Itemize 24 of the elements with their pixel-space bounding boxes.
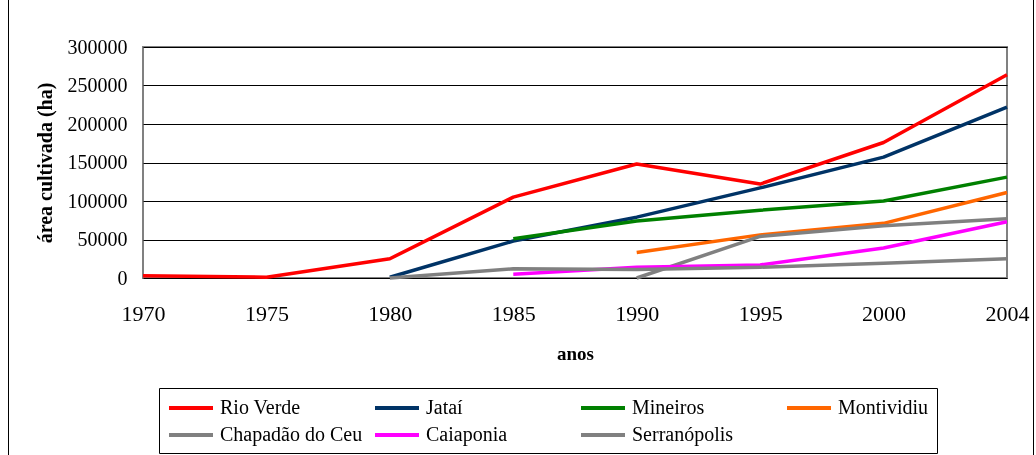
x-tick-label: 2004 xyxy=(985,300,1030,326)
x-tick-label: 1975 xyxy=(244,300,289,326)
legend-label: Chapadão do Ceu xyxy=(220,423,363,446)
x-tick-label: 1980 xyxy=(368,300,413,326)
x-tick-label: 1995 xyxy=(738,300,783,326)
y-tick-label: 100000 xyxy=(67,189,128,212)
x-tick-label: 1990 xyxy=(615,300,660,326)
y-tick-label: 200000 xyxy=(67,112,128,135)
legend-label: Mineiros xyxy=(632,396,705,418)
y-tick-label: 250000 xyxy=(67,74,128,96)
legend-label: Serranópolis xyxy=(632,423,734,446)
y-tick-label: 0 xyxy=(117,266,128,289)
legend-label: Rio Verde xyxy=(220,396,301,418)
y-axis-title: área cultivada (ha) xyxy=(33,82,57,244)
x-tick-label: 2000 xyxy=(862,300,907,326)
x-axis-title: anos xyxy=(557,342,594,364)
x-tick-label: 1970 xyxy=(121,300,166,326)
y-tick-label: 50000 xyxy=(77,228,128,250)
y-tick-label: 300000 xyxy=(67,35,128,58)
x-tick-label: 1985 xyxy=(491,300,536,326)
legend-label: Caiaponia xyxy=(426,423,508,446)
legend-label: Jataí xyxy=(426,396,464,418)
y-tick-label: 150000 xyxy=(67,151,128,173)
legend-label: Montividiu xyxy=(838,396,929,418)
